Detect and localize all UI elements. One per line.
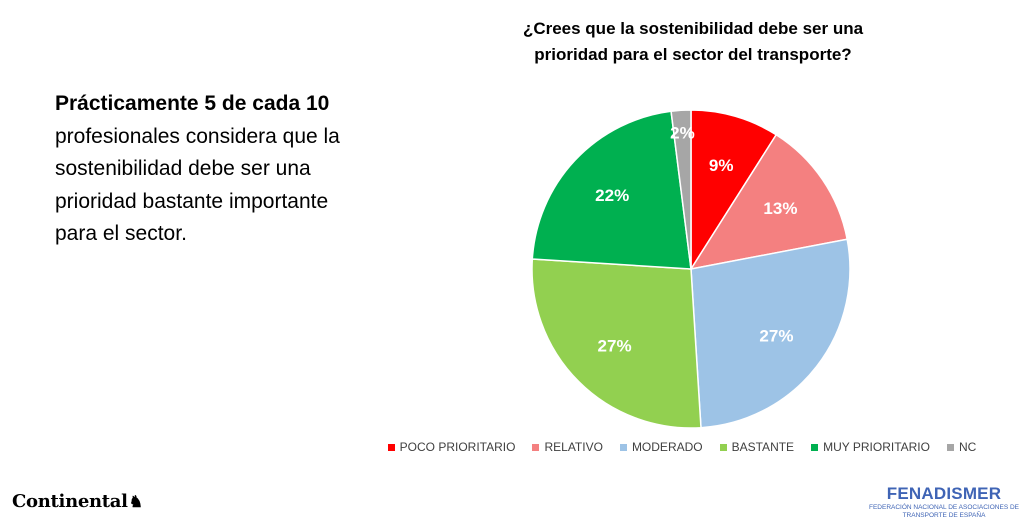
legend-swatch xyxy=(387,443,395,451)
legend-swatch xyxy=(719,443,727,451)
chart-legend: POCO PRIORITARIO RELATIVO MODERADO BASTANTE… xyxy=(372,440,992,454)
horse-icon: ♞ xyxy=(128,492,143,511)
pie-slice-2 xyxy=(689,133,849,271)
pie-slice-6 xyxy=(670,109,692,270)
legend-label: POCO PRIORITARIO xyxy=(399,440,516,454)
legend-swatch xyxy=(946,443,954,451)
legend-swatch xyxy=(619,443,627,451)
legend-label: BASTANTE xyxy=(731,440,795,454)
pie-label-3: 27% xyxy=(759,326,793,345)
legend-label: RELATIVO xyxy=(544,440,603,454)
pie-slice-3 xyxy=(690,238,851,429)
pie-slice-5 xyxy=(531,110,692,270)
legend-item: MUY PRIORITARIO xyxy=(811,440,930,454)
summary-rest: profesionales considera que la sostenibi… xyxy=(55,124,340,246)
pie-label-2: 13% xyxy=(763,199,797,218)
pie-label-4: 27% xyxy=(598,336,632,355)
pie-label-5: 22% xyxy=(595,186,629,205)
chart-title: ¿Crees que la sostenibilidad debe ser un… xyxy=(522,19,864,64)
legend-item: POCO PRIORITARIO xyxy=(387,440,516,454)
pie-slice-4 xyxy=(531,258,702,429)
continental-logo: Continental♞ xyxy=(12,491,143,512)
summary-text: Prácticamente 5 de cada 10 profesionales… xyxy=(55,88,345,251)
fenadismer-brand: FENADISMER xyxy=(886,484,1002,503)
fenadismer-subtitle: Federación Nacional de Asociaciones de T… xyxy=(868,504,1019,519)
legend-swatch xyxy=(532,443,540,451)
legend-item: MODERADO xyxy=(619,440,703,454)
legend-label: MUY PRIORITARIO xyxy=(823,440,930,454)
legend-label: MODERADO xyxy=(631,440,703,454)
legend-item: NC xyxy=(946,440,977,454)
pie-label-6: 2% xyxy=(670,124,695,143)
summary-bold: Prácticamente 5 de cada 10 xyxy=(55,92,330,115)
pie-label-1: 9% xyxy=(709,156,734,175)
fenadismer-logo: FENADISMER Federación Nacional de Asocia… xyxy=(865,484,1023,520)
legend-label: NC xyxy=(958,440,977,454)
continental-logo-text: Continental xyxy=(12,491,128,512)
legend-item: RELATIVO xyxy=(532,440,603,454)
pie-slice-1 xyxy=(690,109,778,272)
legend-item: BASTANTE xyxy=(719,440,795,454)
legend-swatch xyxy=(811,443,819,451)
